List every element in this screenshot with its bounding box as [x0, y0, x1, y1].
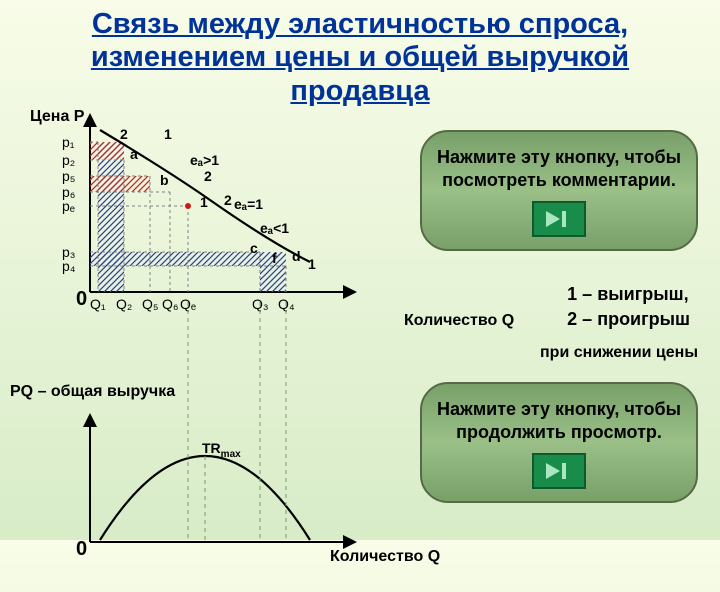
curve-label: eₐ=1: [234, 196, 263, 212]
key-3: при снижении цены: [540, 344, 698, 362]
curve-label: 1: [164, 126, 172, 142]
curve-label: c: [250, 240, 258, 256]
y-tick: p₂: [62, 152, 75, 168]
legend-comments-text: Нажмите эту кнопку, чтобы посмотреть ком…: [436, 146, 682, 191]
curve-label: 2: [204, 168, 212, 184]
curve-label: eₐ<1: [260, 220, 289, 236]
curve-label: b: [160, 172, 169, 188]
y-tick: p₁: [62, 134, 75, 150]
x-tick: Q₅: [142, 296, 159, 312]
curve-label: 2: [224, 192, 232, 208]
curve-label: 1: [200, 194, 208, 210]
curve-label: d: [292, 248, 301, 264]
main-area: Цена P p₁p₂p₅p₆pₑp₃p₄ Q₁Q₂Q₅Q₆QₑQ₃Q₄ 21a…: [10, 112, 710, 572]
key-1: 1 – выигрыш,: [567, 284, 690, 305]
play-continue-button[interactable]: [532, 453, 586, 489]
x-tick: Q₁: [90, 296, 106, 312]
x-tick: Q₂: [116, 296, 132, 312]
origin-2: 0: [76, 538, 87, 561]
key-2: 2 – проигрыш: [567, 309, 690, 330]
curve-label: 1: [308, 256, 316, 272]
y-axis-label-1: Цена P: [30, 108, 84, 126]
origin-1: 0: [76, 288, 87, 311]
curve-label: f: [272, 250, 277, 266]
curve-label: eₐ>1: [190, 152, 219, 168]
y-tick: pₑ: [62, 198, 75, 214]
legend-continue-text: Нажмите эту кнопку, чтобы продолжить про…: [436, 398, 682, 443]
y-tick: p₅: [62, 168, 75, 184]
play-comments-button[interactable]: [532, 201, 586, 237]
page-title: Связь между эластичностью спроса, измене…: [0, 0, 720, 112]
pq-label: PQ – общая выручка: [10, 382, 175, 401]
curve-label: a: [130, 146, 138, 162]
legend-key: 1 – выигрыш, 2 – проигрыш: [567, 284, 690, 334]
x-axis-label-1: Количество Q: [404, 312, 514, 330]
legend-comments: Нажмите эту кнопку, чтобы посмотреть ком…: [420, 130, 698, 251]
legend-continue: Нажмите эту кнопку, чтобы продолжить про…: [420, 382, 698, 503]
trmax-label: TRmax: [202, 440, 241, 460]
demand-chart: Цена P p₁p₂p₅p₆pₑp₃p₄ Q₁Q₂Q₅Q₆QₑQ₃Q₄ 21a…: [50, 112, 390, 362]
y-tick: p₄: [62, 258, 76, 274]
x-axis-label-2: Количество Q: [330, 548, 440, 566]
curve-label: 2: [120, 126, 128, 142]
x-tick: Q₆: [162, 296, 179, 312]
